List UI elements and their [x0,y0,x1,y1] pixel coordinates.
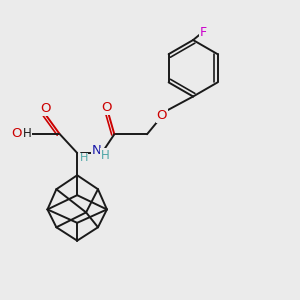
Text: N: N [92,143,101,157]
Text: H: H [100,149,109,162]
Text: H: H [80,153,88,163]
Text: O: O [157,109,167,122]
Text: O: O [102,101,112,114]
Text: O: O [40,102,51,115]
Text: F: F [200,26,207,39]
Text: O: O [12,127,22,140]
Text: H: H [22,127,31,140]
